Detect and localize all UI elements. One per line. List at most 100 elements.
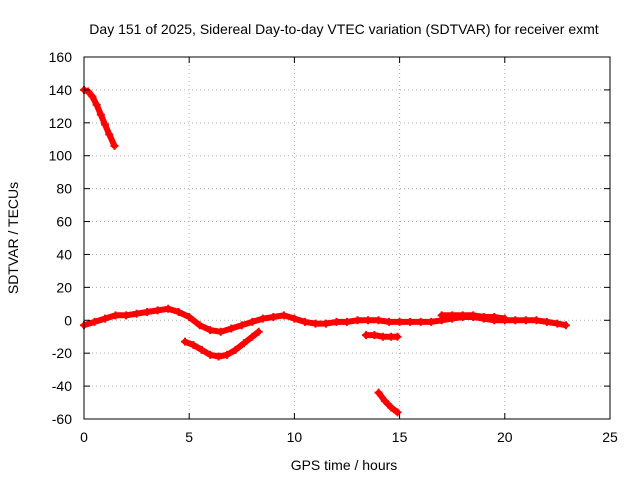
data-point <box>479 312 488 321</box>
data-point <box>300 317 309 326</box>
data-point <box>532 316 541 325</box>
data-point <box>448 311 457 320</box>
data-point <box>214 352 223 361</box>
data-point <box>393 332 402 341</box>
data-point <box>206 326 215 335</box>
data-point <box>458 311 467 320</box>
data-point <box>254 327 263 336</box>
data-point <box>378 332 387 341</box>
chart-title: Day 151 of 2025, Sidereal Day-to-day VTE… <box>89 21 598 37</box>
data-point <box>437 311 446 320</box>
data-point <box>553 319 562 328</box>
data-point <box>279 311 288 320</box>
y-tick-label: 160 <box>49 49 73 65</box>
data-point <box>227 324 236 333</box>
data-point <box>92 100 101 109</box>
data-point <box>387 403 396 412</box>
data-point <box>143 308 152 317</box>
data-point <box>185 312 194 321</box>
x-tick-label: 15 <box>392 429 408 445</box>
data-point <box>416 317 425 326</box>
data-point <box>248 317 257 326</box>
data-point <box>90 317 99 326</box>
data-point <box>290 314 299 323</box>
data-point <box>189 340 198 349</box>
data-point <box>269 312 278 321</box>
grid <box>84 57 610 419</box>
data-point <box>105 130 114 139</box>
data-point <box>195 321 204 330</box>
x-tick-label: 0 <box>80 429 88 445</box>
data-point <box>216 327 225 336</box>
x-tick-label: 5 <box>185 429 193 445</box>
plot-frame <box>83 56 611 420</box>
data-point <box>374 316 383 325</box>
data-point <box>237 321 246 330</box>
y-axis-label: SDTVAR / TECUs <box>5 182 21 294</box>
data-point <box>248 332 257 341</box>
data-point <box>88 92 97 101</box>
data-point <box>561 321 570 330</box>
data-point <box>174 308 183 317</box>
data-point <box>542 317 551 326</box>
data-point <box>380 396 389 405</box>
x-axis-label: GPS time / hours <box>291 457 398 473</box>
y-tick-label: 140 <box>49 82 73 98</box>
y-tick-label: 60 <box>56 214 72 230</box>
data-point <box>361 331 370 340</box>
data-point <box>197 345 206 354</box>
data-point <box>427 317 436 326</box>
y-tick-label: -40 <box>52 378 72 394</box>
data-point <box>521 316 530 325</box>
data-point <box>110 141 119 150</box>
y-tick-label: -20 <box>52 345 72 361</box>
data-point <box>393 408 402 417</box>
data-point <box>223 350 232 359</box>
data-point <box>101 120 110 129</box>
data-point <box>511 316 520 325</box>
series-line-arc-dip <box>182 328 262 360</box>
data-point <box>153 306 162 315</box>
x-tick-label: 25 <box>602 429 618 445</box>
data-point <box>500 314 509 323</box>
data-point <box>332 317 341 326</box>
axis-ticks: 0 5 10 15 20 25 -60 -40 -20 0 20 40 60 80 100 120 140 160 <box>49 49 618 445</box>
data-point <box>311 319 320 328</box>
data-point <box>490 312 499 321</box>
y-tick-label: 0 <box>64 312 72 328</box>
data-point <box>101 314 110 323</box>
x-tick-label: 20 <box>497 429 513 445</box>
data-point <box>370 331 379 340</box>
y-tick-label: 40 <box>56 246 72 262</box>
y-tick-label: 20 <box>56 279 72 295</box>
data-point <box>258 314 267 323</box>
data-point <box>364 316 373 325</box>
data-point <box>385 317 394 326</box>
x-tick-label: 10 <box>287 429 303 445</box>
data-point <box>180 337 189 346</box>
data-point <box>469 311 478 320</box>
data-point <box>111 311 120 320</box>
data-point <box>84 87 93 96</box>
data-point <box>395 317 404 326</box>
data-point <box>239 339 248 348</box>
y-tick-label: 80 <box>56 181 72 197</box>
y-tick-label: -60 <box>52 411 72 427</box>
data-point <box>231 345 240 354</box>
data-point <box>343 317 351 326</box>
data-point <box>406 317 415 326</box>
data-point <box>132 309 141 318</box>
data-point <box>206 350 215 359</box>
data-point <box>96 110 105 119</box>
data-point <box>374 388 383 397</box>
data-series <box>80 85 570 417</box>
data-point <box>122 311 131 320</box>
series-line-arc-late-decline <box>375 389 401 416</box>
data-point <box>353 316 362 325</box>
y-tick-label: 120 <box>49 115 73 131</box>
data-point <box>321 319 330 328</box>
data-point <box>164 304 173 313</box>
y-tick-label: 100 <box>49 148 73 164</box>
